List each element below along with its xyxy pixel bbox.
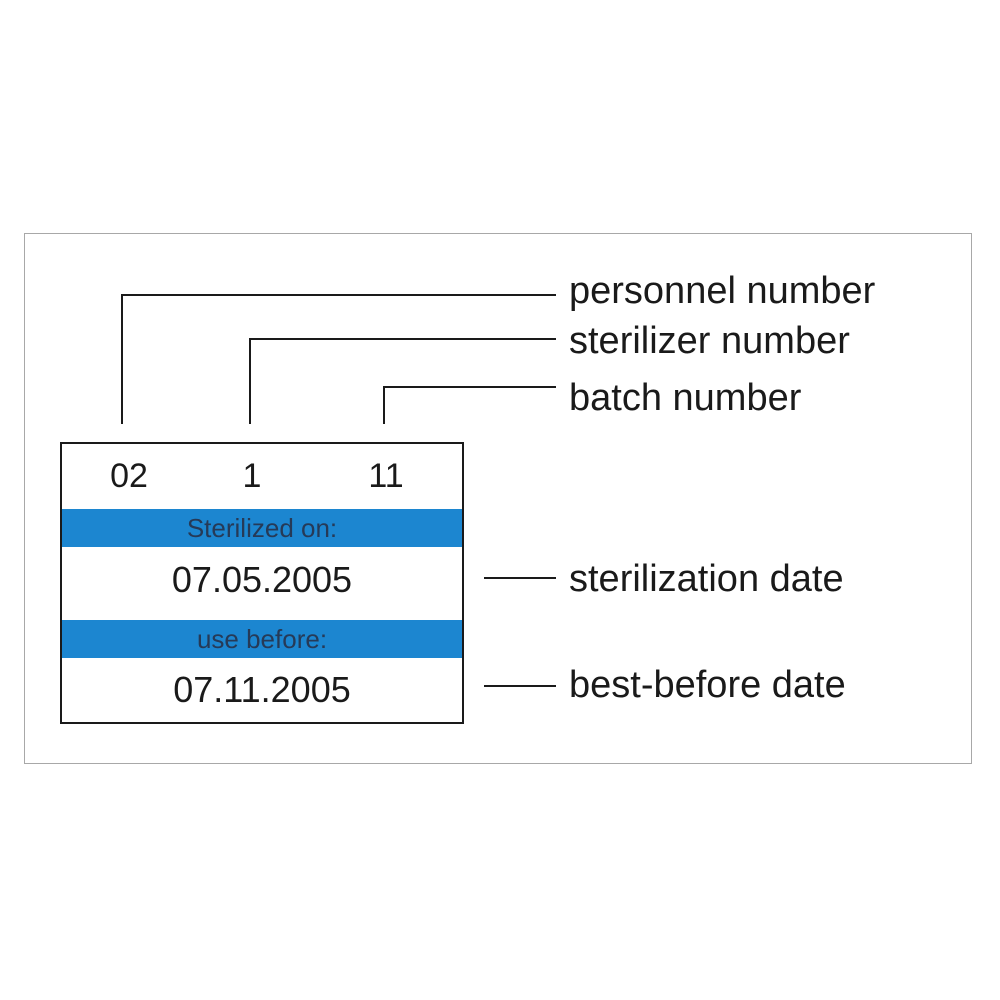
batch-number-value: 11 [368, 457, 404, 495]
callout-best-before-date: best-before date [569, 664, 846, 706]
personnel-number-value: 02 [110, 457, 148, 495]
callout-sterilizer-number: sterilizer number [569, 320, 850, 362]
sterilized-on-band: Sterilized on: [62, 509, 462, 547]
sterilization-date-value: 07.05.2005 [171, 559, 353, 600]
callout-personnel-number: personnel number [569, 270, 876, 312]
best-before-date-value: 07.11.2005 [173, 669, 351, 710]
callout-batch-number: batch number [569, 377, 802, 419]
sterilizer-number-value: 1 [242, 457, 262, 495]
use-before-band: use before: [62, 620, 462, 658]
callout-sterilization-date: sterilization date [569, 558, 844, 600]
sterilization-label-sticker: 02 1 11 Sterilized on: 07.05.2005 use be… [60, 442, 464, 724]
